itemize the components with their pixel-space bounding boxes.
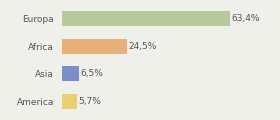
Text: 24,5%: 24,5% <box>128 42 157 51</box>
Bar <box>62 39 127 54</box>
Bar <box>62 94 77 109</box>
Text: 63,4%: 63,4% <box>232 14 260 23</box>
Text: 6,5%: 6,5% <box>80 69 103 78</box>
Bar <box>62 11 230 26</box>
Bar <box>62 66 79 81</box>
Text: 5,7%: 5,7% <box>78 97 101 106</box>
